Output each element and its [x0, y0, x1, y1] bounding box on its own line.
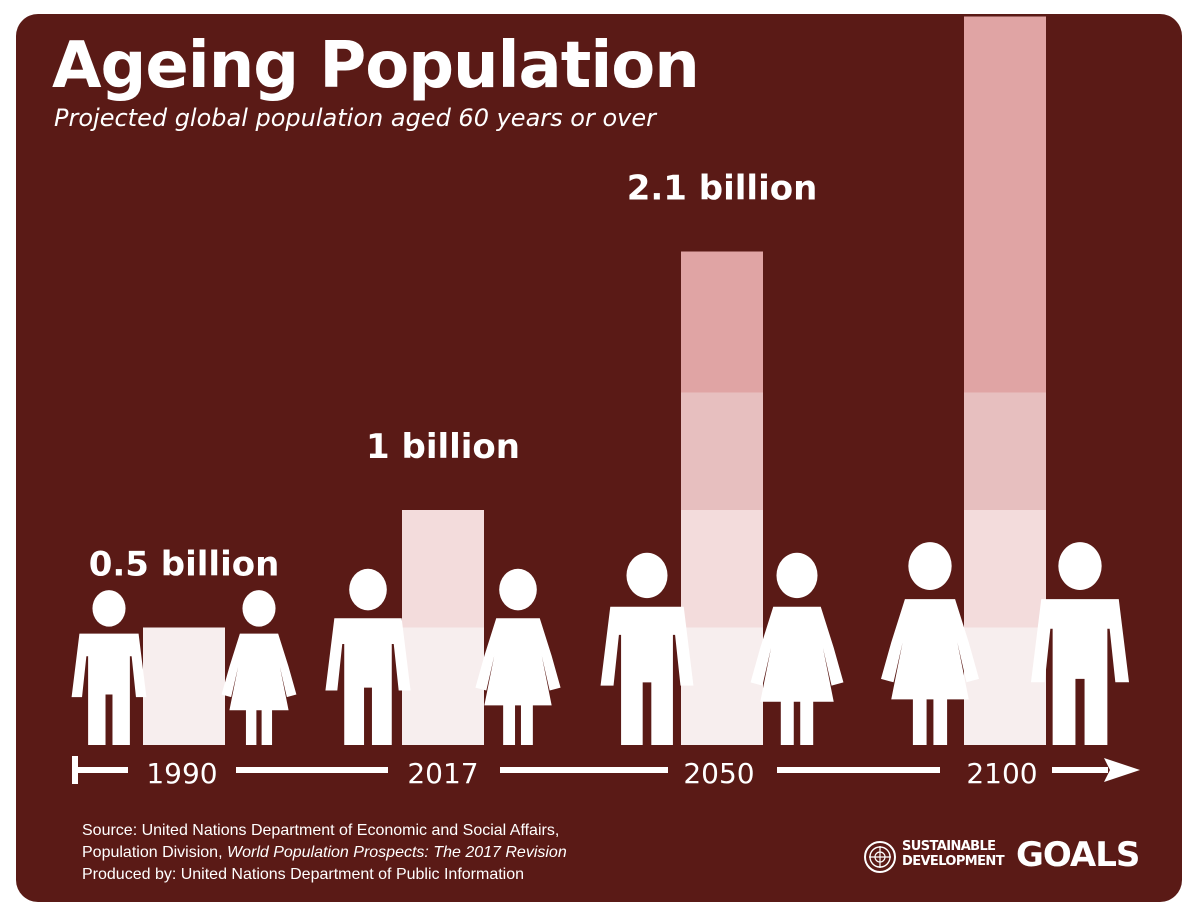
woman-icon: [750, 552, 844, 745]
timeline-line: [500, 767, 668, 773]
timeline-line: [777, 767, 940, 773]
value-label-2017: 1 billion: [366, 427, 520, 467]
man-icon: [71, 590, 147, 745]
timeline-line: [1052, 767, 1108, 773]
timeline-line: [72, 767, 128, 773]
man-icon: [600, 552, 694, 745]
page-title: Ageing Population: [52, 29, 700, 103]
un-emblem-icon: [864, 841, 896, 873]
woman-icon: [475, 568, 561, 745]
bar-segment: [964, 157, 1046, 275]
value-label-2050: 2.1 billion: [627, 169, 818, 209]
bar-segment: [964, 16, 1046, 40]
source-publication-title: World Population Prospects: The 2017 Rev…: [226, 844, 567, 861]
sdg-line-development: DEVELOPMENT: [902, 854, 1005, 869]
bar-1990: [143, 627, 225, 745]
bar-segment: [681, 627, 763, 745]
man-icon: [325, 568, 411, 745]
year-label-2017: 2017: [407, 757, 478, 790]
bar-segment: [964, 275, 1046, 393]
woman-icon: [221, 590, 297, 745]
page-subtitle: Projected global population aged 60 year…: [54, 104, 656, 132]
source-line-2-text: Population Division,: [82, 844, 223, 861]
source-line-3: Produced by: United Nations Department o…: [82, 866, 525, 883]
value-label-1990: 0.5 billion: [89, 545, 280, 585]
bar-2050: [681, 251, 763, 745]
source-line-2: Population Division, World Population Pr…: [82, 842, 567, 864]
bar-segment: [143, 627, 225, 745]
sdg-goals-word: GOALS: [1016, 835, 1140, 875]
arrow-right-icon: [1104, 758, 1140, 782]
bar-segment: [681, 251, 763, 275]
bars-layer: [143, 16, 1046, 745]
bar-2017: [402, 510, 484, 745]
bar-segment: [964, 627, 1046, 745]
year-label-2050: 2050: [683, 757, 754, 790]
bar-segment: [964, 40, 1046, 158]
year-label-2100: 2100: [966, 757, 1037, 790]
source-note: Source: United Nations Department of Eco…: [82, 820, 567, 886]
bar-segment: [964, 510, 1046, 628]
bar-segment: [964, 392, 1046, 510]
year-label-1990: 1990: [146, 757, 217, 790]
bar-segment: [402, 510, 484, 628]
source-line-1: Source: United Nations Department of Eco…: [82, 822, 560, 839]
sdg-line-sustainable: SUSTAINABLE: [902, 839, 996, 854]
bar-segment: [681, 510, 763, 628]
timeline-line: [236, 767, 388, 773]
timeline: 1990 2017 2050 2100: [72, 756, 1140, 790]
sdg-logo: SUSTAINABLE DEVELOPMENT GOALS: [864, 835, 1154, 878]
bar-segment: [402, 627, 484, 745]
bar-segment: [681, 275, 763, 393]
bar-2100: [964, 16, 1046, 745]
bar-segment: [681, 392, 763, 510]
